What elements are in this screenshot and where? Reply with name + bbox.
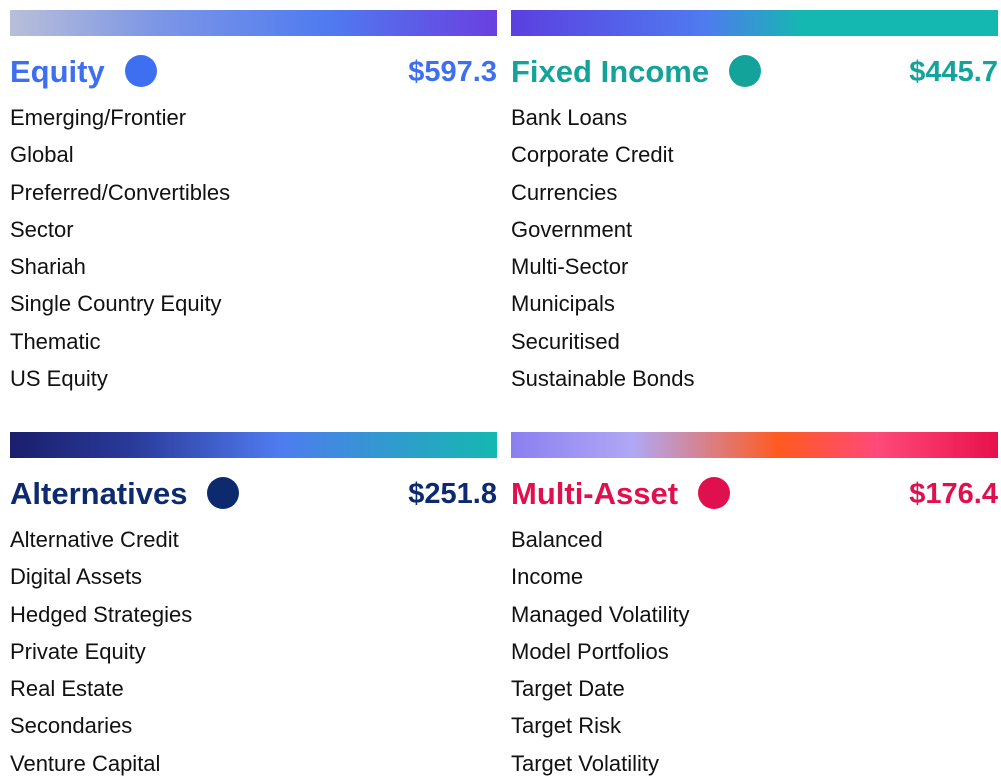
panel-title: Multi-Asset (511, 476, 679, 511)
panel-amount: $176.4 (909, 478, 998, 510)
color-dot (698, 477, 731, 509)
gradient-bar (10, 432, 497, 458)
gradient-bar (10, 10, 497, 36)
list-item: Income (511, 564, 584, 590)
panel-title-wrap: Equity (10, 55, 157, 89)
list-item: Municipals (511, 291, 615, 317)
panel-title-wrap: Alternatives (10, 476, 240, 511)
panel-title-wrap: Multi-Asset (511, 476, 731, 511)
list-item: Digital Assets (10, 564, 143, 590)
list-item: Emerging/Frontier (10, 105, 187, 130)
list-item: Corporate Credit (511, 142, 674, 168)
list-item: Target Risk (511, 713, 622, 739)
list-item: Preferred/Convertibles (10, 179, 231, 205)
list-item: Real Estate (10, 676, 124, 702)
list-item: Currencies (511, 179, 618, 205)
gradient-bar (511, 10, 998, 36)
panel-title: Equity (10, 54, 105, 89)
item-list: Emerging/Frontier Global Preferred/Convert… (10, 99, 497, 397)
color-dot (207, 477, 240, 509)
category-panel: Equity $597.3 Emerging/Frontier Global Prefe… (10, 10, 497, 397)
panel-header: Alternatives $251.8 (10, 469, 497, 521)
list-item: Secondaries (10, 713, 133, 739)
item-list: Alternative Credit Digital Assets Hedged S… (10, 521, 497, 782)
list-item: Securitised (511, 328, 620, 354)
list-item: Government (511, 216, 633, 242)
gradient-bar (511, 432, 998, 458)
list-item: Multi-Sector (511, 254, 629, 280)
panel-header: Equity $597.3 (10, 47, 497, 99)
list-item: Sustainable Bonds (511, 366, 695, 392)
list-item: Shariah (10, 254, 86, 280)
list-item: US Equity (10, 366, 108, 392)
list-item: Single Country Equity (10, 291, 222, 317)
panel-amount: $597.3 (408, 56, 497, 88)
item-list: Bank Loans Corporate Credit Currencies Gove… (511, 99, 998, 397)
panel-amount: $251.8 (408, 478, 497, 510)
color-dot (729, 55, 762, 87)
list-item: Target Volatility (511, 750, 659, 776)
list-item: Model Portfolios (511, 638, 669, 664)
list-item: Balanced (511, 527, 603, 552)
list-item: Bank Loans (511, 105, 628, 130)
panel-header: Fixed Income $445.7 (511, 47, 998, 99)
list-item: Managed Volatility (511, 601, 690, 627)
list-item: Sector (10, 216, 74, 242)
category-panel: Multi-Asset $176.4 Balanced Income Managed V… (511, 432, 998, 782)
list-item: Hedged Strategies (10, 601, 193, 627)
panel-header: Multi-Asset $176.4 (511, 469, 998, 521)
list-item: Thematic (10, 328, 101, 354)
list-item: Venture Capital (10, 750, 161, 776)
list-item: Global (10, 142, 74, 168)
category-panel: Fixed Income $445.7 Bank Loans Corporate Cr… (511, 10, 998, 397)
color-dot (124, 55, 157, 87)
panel-title: Alternatives (10, 476, 188, 511)
list-item: Target Date (511, 676, 625, 702)
panel-amount: $445.7 (909, 56, 998, 88)
panel-title: Fixed Income (511, 54, 710, 89)
category-panel: Alternatives $251.8 Alternative Credit Digi… (10, 432, 497, 782)
item-list: Balanced Income Managed Volatility Model Po… (511, 521, 998, 782)
list-item: Private Equity (10, 638, 146, 664)
panel-title-wrap: Fixed Income (511, 54, 762, 89)
list-item: Alternative Credit (10, 527, 179, 552)
